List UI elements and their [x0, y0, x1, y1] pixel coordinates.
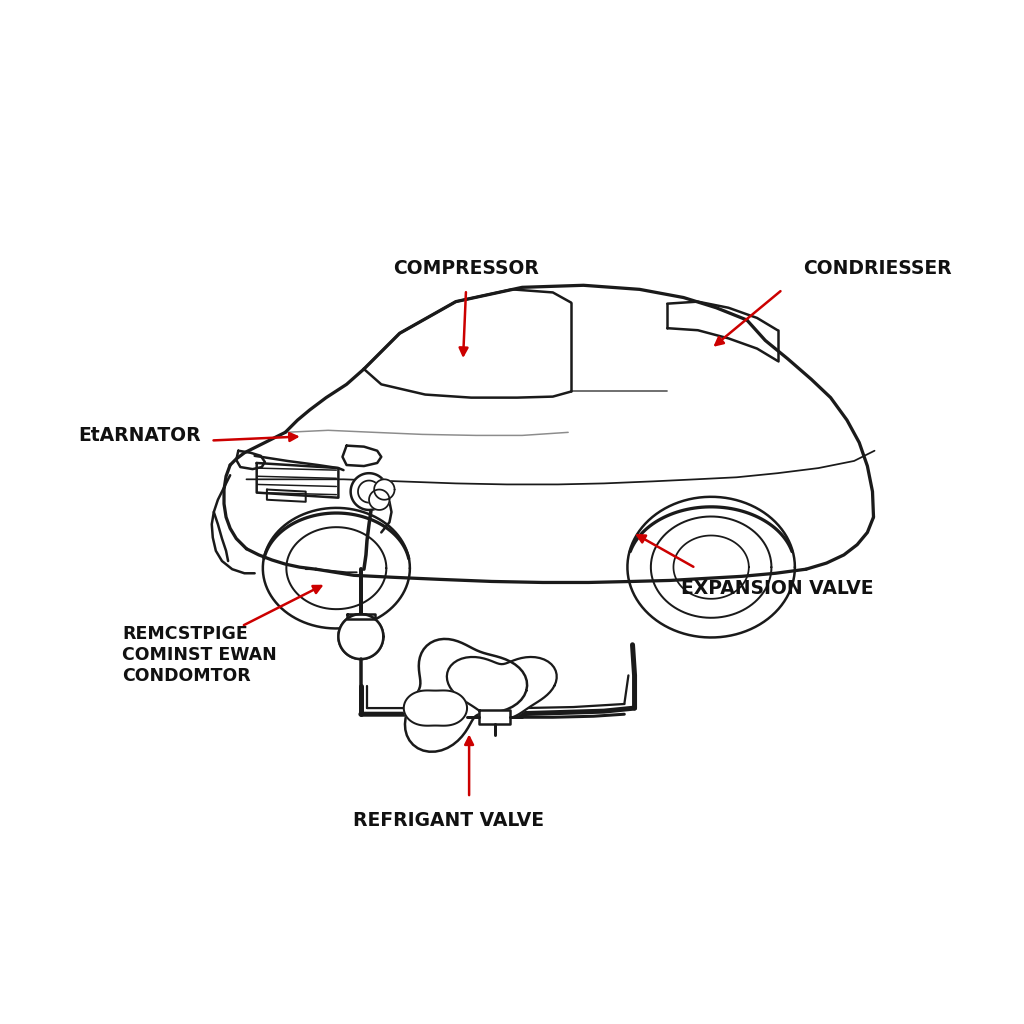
- Polygon shape: [338, 614, 383, 659]
- Polygon shape: [369, 489, 389, 510]
- Polygon shape: [479, 710, 510, 724]
- Polygon shape: [446, 657, 557, 719]
- Text: REFRIGANT VALVE: REFRIGANT VALVE: [353, 811, 544, 829]
- Polygon shape: [404, 639, 527, 752]
- Polygon shape: [374, 479, 394, 500]
- Text: EXPANSION VALVE: EXPANSION VALVE: [681, 580, 873, 598]
- Polygon shape: [350, 473, 387, 510]
- Text: EtARNATOR: EtARNATOR: [78, 426, 201, 444]
- Text: CONDRIESSER: CONDRIESSER: [803, 259, 951, 279]
- Text: COMPRESSOR: COMPRESSOR: [393, 259, 539, 279]
- Polygon shape: [403, 690, 467, 726]
- Text: REMCSTPIGE
COMINST EWAN
CONDOMTOR: REMCSTPIGE COMINST EWAN CONDOMTOR: [122, 626, 276, 685]
